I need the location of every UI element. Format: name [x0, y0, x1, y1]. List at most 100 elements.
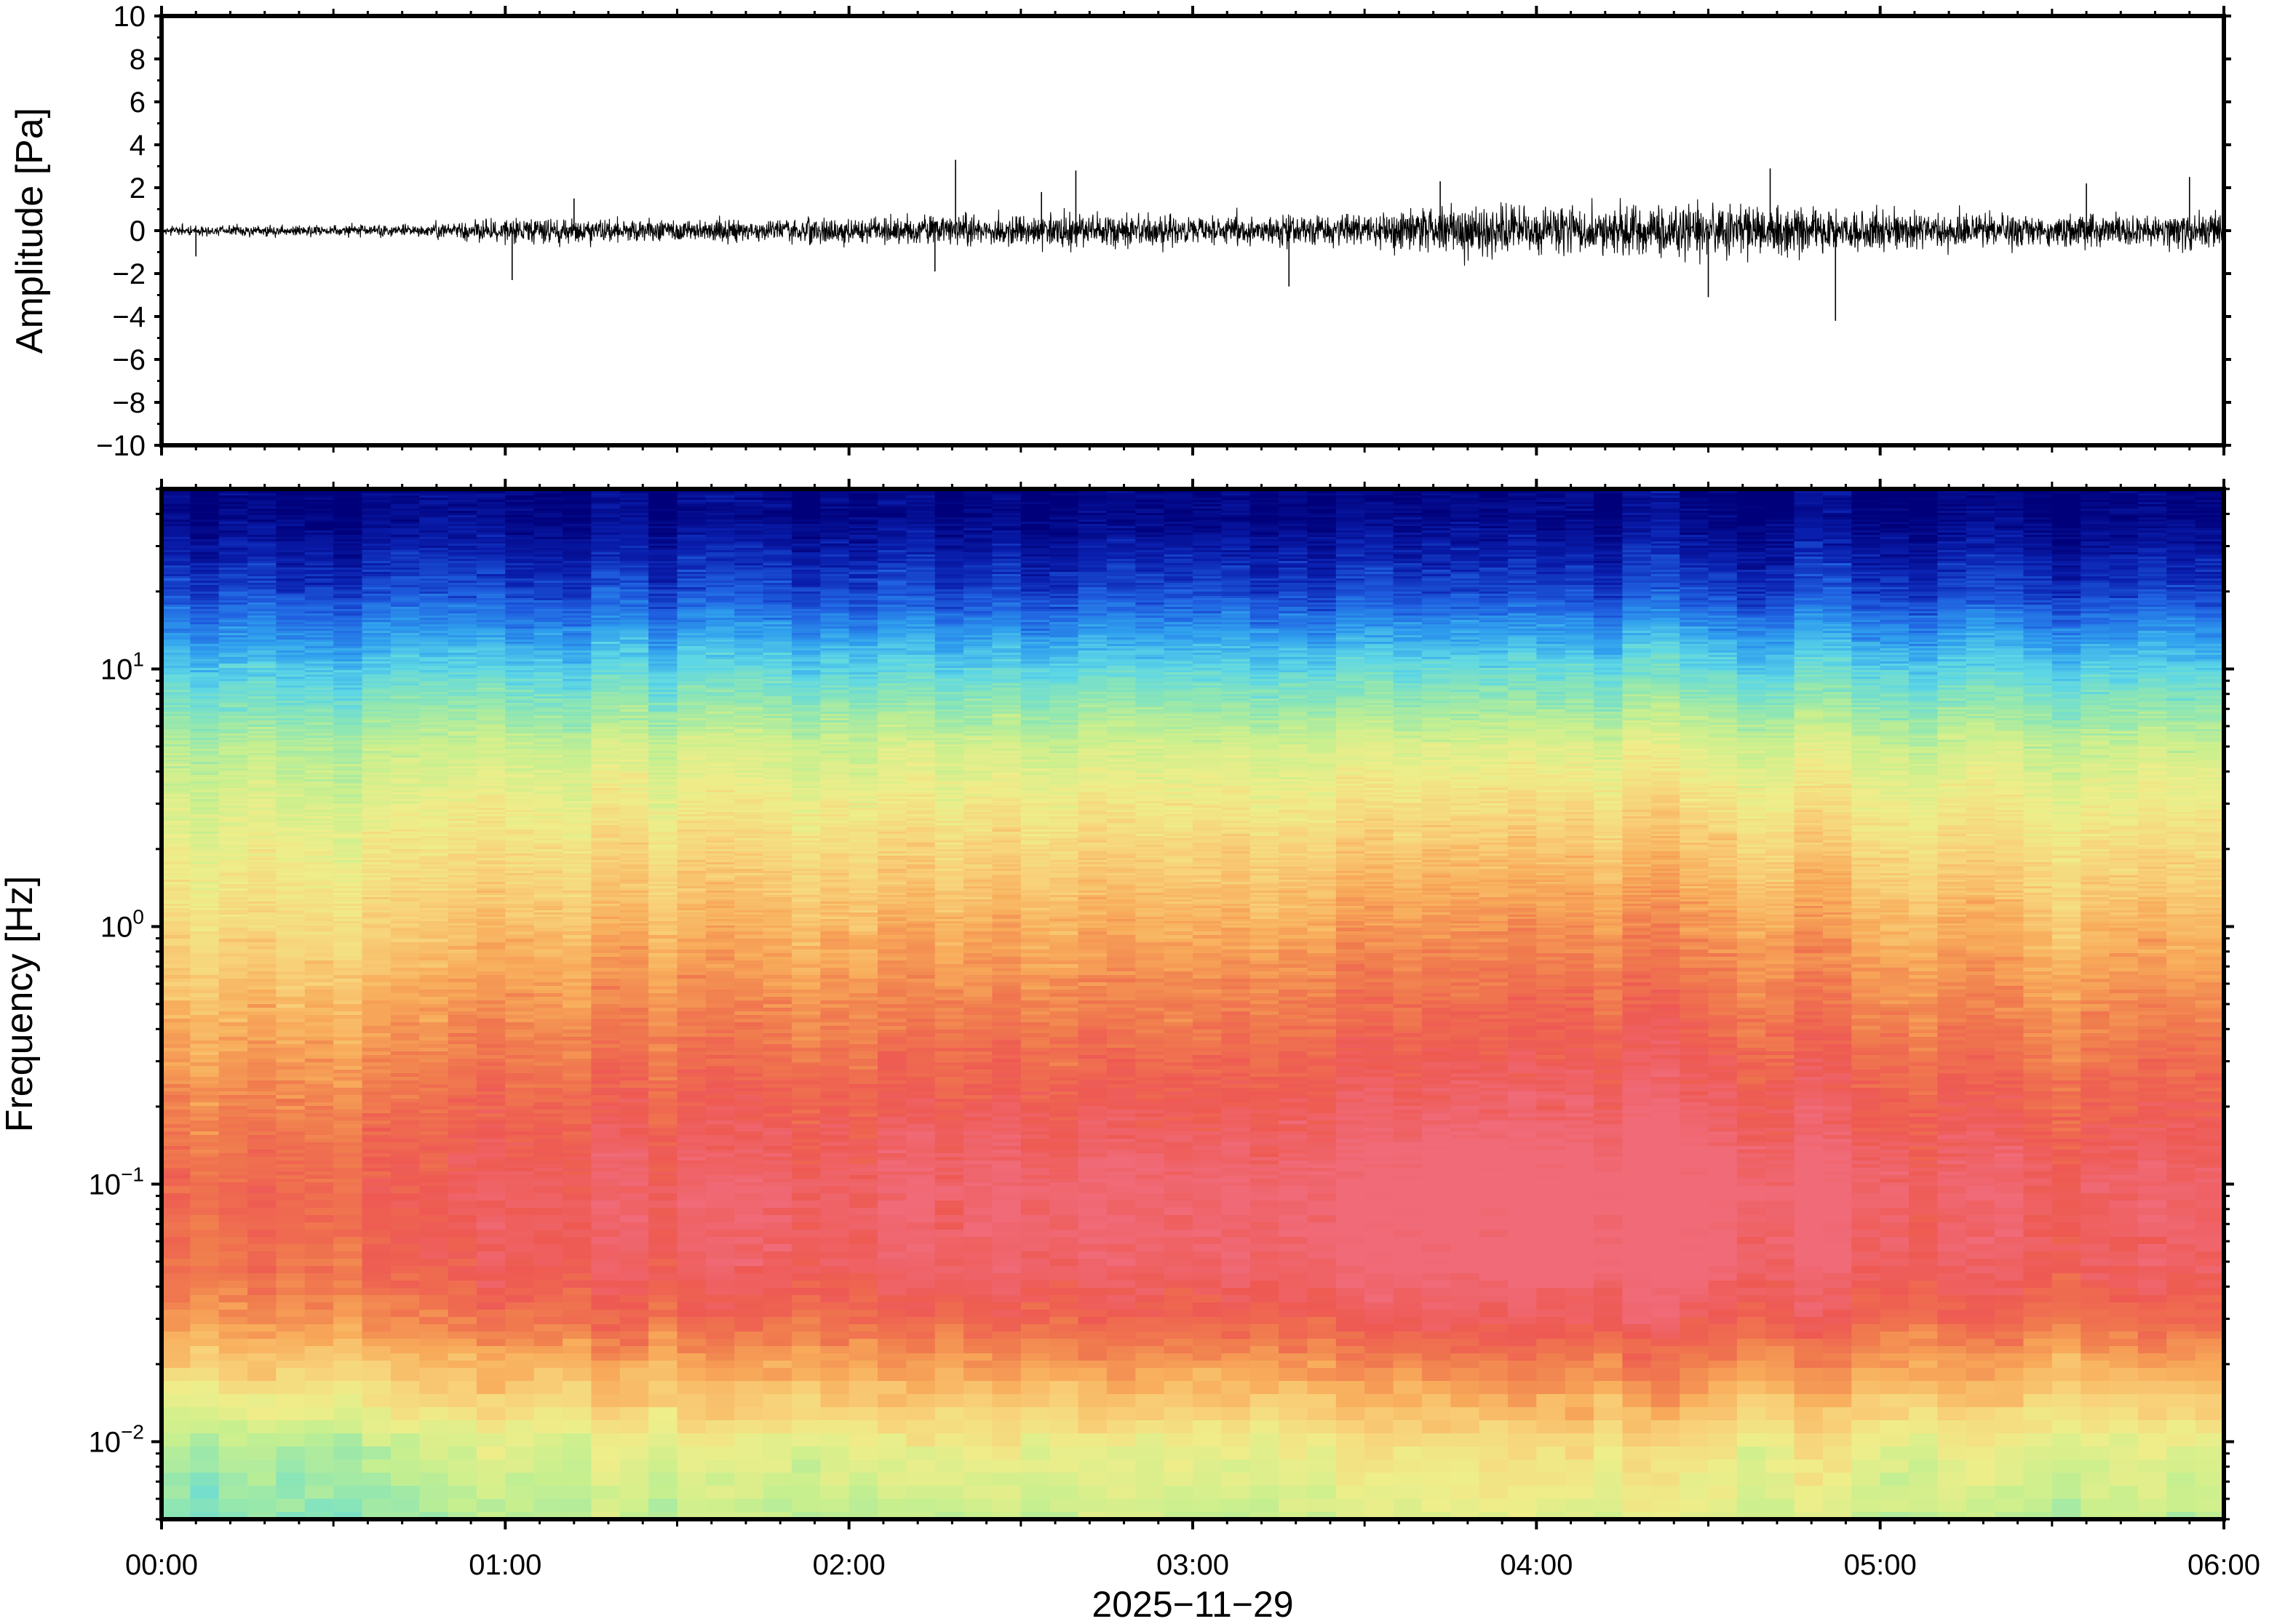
spectrogram-cell: [276, 544, 306, 546]
spectrogram-cell: [1106, 548, 1137, 551]
spectrogram-cell: [705, 535, 736, 538]
spectrogram-cell: [1307, 520, 1337, 522]
spectrogram-cell: [476, 544, 506, 546]
spectrogram-cell: [1507, 530, 1538, 533]
spectrogram-cell: [591, 520, 621, 522]
spectrogram-cell: [2081, 546, 2110, 549]
spectrogram-cell: [1249, 539, 1279, 542]
spectrogram-cell: [419, 491, 449, 494]
spectrogram-cell: [1680, 498, 1709, 501]
spectrogram-cell: [1335, 509, 1365, 512]
spectrogram-cell: [1106, 509, 1137, 512]
spectrogram-cell: [218, 524, 248, 527]
spectrogram-cell: [1565, 513, 1594, 516]
spectrogram-cell: [333, 533, 363, 536]
spectrogram-cell: [1507, 541, 1538, 544]
spectrogram-cell: [591, 548, 621, 551]
spectrogram-cell: [763, 546, 792, 549]
spectrogram-cell: [1193, 528, 1223, 531]
spectrogram-cell: [1221, 515, 1251, 518]
spectrogram-cell: [190, 511, 220, 514]
spectrogram-cell: [591, 495, 621, 498]
spectrogram-cell: [1164, 502, 1193, 505]
spectrogram-cell: [1135, 548, 1165, 551]
spectrogram-cell: [563, 533, 592, 536]
spectrogram-cell: [1450, 506, 1480, 509]
spectrogram-cell: [1765, 548, 1795, 551]
spectrogram-cell: [1909, 539, 1939, 542]
spectrogram-cell: [1221, 511, 1251, 514]
spectrogram-cell: [619, 491, 649, 494]
spectrogram-cell: [705, 546, 736, 549]
spectrogram-cell: [849, 546, 878, 549]
spectrogram-cell: [276, 539, 306, 542]
spectrogram-cell: [1421, 530, 1452, 533]
spectrogram-cell: [619, 502, 649, 505]
spectrogram-cell: [1078, 537, 1108, 540]
spectrogram-cell: [2137, 544, 2168, 546]
spectrogram-cell: [563, 535, 592, 538]
spectrogram-cell: [1020, 528, 1050, 531]
spectrogram-cell: [505, 530, 535, 533]
spectrogram-cell: [1307, 535, 1337, 538]
spectrogram-cell: [1106, 500, 1137, 503]
spectrogram-cell: [1479, 493, 1509, 496]
spectrogram-cell: [2051, 493, 2081, 496]
spectrogram-cell: [2109, 506, 2139, 509]
spectrogram-cell: [419, 511, 449, 514]
spectrogram-cell: [1708, 504, 1738, 507]
spectrogram-cell: [1594, 524, 1624, 527]
spectrogram-cell: [591, 493, 621, 496]
spectrogram-cell: [1851, 537, 1881, 540]
spectrogram-cell: [390, 511, 421, 514]
spectrogram-cell: [448, 544, 477, 546]
spectrogram-cell: [1450, 524, 1480, 527]
spectrogram-cell: [934, 526, 964, 529]
spectrogram-cell: [1421, 500, 1452, 503]
spectrogram-cell: [791, 544, 822, 546]
spectrogram-cell: [1479, 537, 1509, 540]
spectrogram-cell: [734, 544, 764, 546]
spectrogram-cell: [2081, 548, 2110, 551]
spectrogram-cell: [448, 491, 477, 494]
spectrogram-cell: [1909, 506, 1939, 509]
spectrogram-cell: [190, 544, 220, 546]
spectrogram-cell: [1135, 539, 1165, 542]
spectrogram-cell: [1307, 546, 1337, 549]
spectrogram-cell: [619, 495, 649, 498]
spectrogram-cell: [1479, 541, 1509, 544]
spectrogram-cell: [1995, 506, 2024, 509]
spectrogram-cell: [1193, 539, 1223, 542]
spectrogram-cell: [1279, 541, 1308, 544]
spectrogram-cell: [218, 517, 248, 520]
spectrogram-cell: [1221, 522, 1251, 525]
spectrogram-cell: [1049, 548, 1079, 551]
spectrogram-cell: [1507, 491, 1538, 494]
spectrogram-cell: [448, 548, 477, 551]
spectrogram-cell: [1450, 541, 1480, 544]
spectrogram-cell: [419, 528, 449, 531]
spectrogram-cell: [448, 541, 477, 544]
spectrogram-cell: [533, 495, 563, 498]
spectrogram-cell: [390, 495, 421, 498]
spectrogram-cell: [992, 544, 1022, 546]
spectrogram-cell: [2195, 511, 2224, 514]
spectrogram-cell: [1995, 533, 2024, 536]
spectrogram-cell: [906, 517, 936, 520]
spectrogram-cell: [2137, 515, 2168, 518]
spectrogram-cell: [1393, 509, 1423, 512]
spectrogram-cell: [333, 526, 363, 529]
spectrogram-cell: [763, 544, 792, 546]
spectrogram-cell: [1937, 535, 1967, 538]
spectrogram-cell: [963, 546, 993, 549]
spectrogram-cell: [1594, 511, 1624, 514]
spectrogram-cell: [1307, 524, 1337, 527]
spectrogram-cell: [1364, 533, 1394, 536]
spectrogram-cell: [677, 550, 707, 553]
spectrogram-cell: [963, 509, 993, 512]
spectrogram-cell: [1393, 493, 1423, 496]
spectrogram-cell: [1594, 504, 1624, 507]
spectrogram-cell: [1078, 493, 1108, 496]
waveform-trace: [162, 198, 2224, 266]
spectrogram-cell: [1794, 506, 1824, 509]
